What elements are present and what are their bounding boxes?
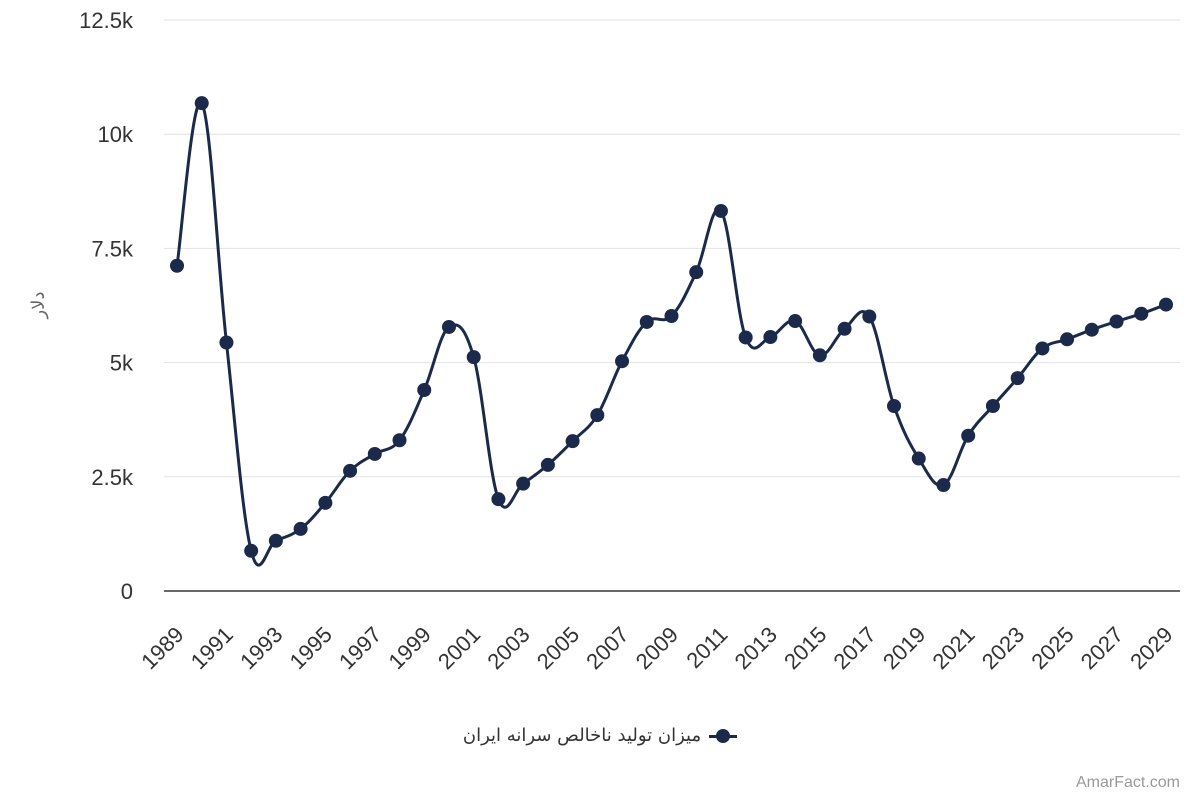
x-tick-label: 2003 [482,622,534,674]
data-point-2018[interactable]: 2018: 4050 [887,398,902,413]
data-point-2000[interactable]: 2000: 5780 [441,319,456,334]
y-tick-label: 10k [98,122,134,147]
data-point-2009[interactable]: 2009: 6020 [664,309,679,324]
data-point-2001[interactable]: 2001: 5120 [466,350,481,365]
x-tick-label: 1991 [186,622,238,674]
x-tick-label: 2007 [581,622,633,674]
x-tick-label: 2025 [1026,622,1078,674]
data-point-2011[interactable]: 2011: 8320 [713,203,728,218]
data-point-2014[interactable]: 2014: 5910 [788,314,803,329]
data-point-2019[interactable]: 2019: 2900 [911,451,926,466]
data-point-1992[interactable]: 1992: 880 [244,543,259,558]
x-tick-label: 2021 [927,622,979,674]
series-line-layer [175,101,1168,567]
x-tick-label: 1995 [285,622,337,674]
legend: میزان تولید ناخالص سرانه ایران [0,725,1200,746]
data-point-2012[interactable]: 2012: 5550 [738,330,753,345]
x-axis-tick-labels: 1989199119931995199719992001200320052007… [136,622,1177,674]
x-tick-label: 1997 [334,622,386,674]
y-tick-label: 12.5k [79,8,134,33]
data-point-2015[interactable]: 2015: 5160 [812,348,827,363]
data-point-1995[interactable]: 1995: 1930 [318,495,333,510]
data-point-2003[interactable]: 2003: 2350 [516,476,531,491]
y-tick-label: 2.5k [91,465,134,490]
x-tick-label: 2019 [878,622,930,674]
data-point-1996[interactable]: 1996: 2630 [343,463,358,478]
source-credit: AmarFact.com [1075,774,1180,791]
data-point-2028[interactable]: 2028: 6070 [1134,306,1149,321]
legend-label: میزان تولید ناخالص سرانه ایران [462,725,702,746]
y-tick-label: 7.5k [91,236,134,261]
data-point-1999[interactable]: 1999: 4400 [417,383,432,398]
x-tick-label: 2011 [681,622,732,673]
data-point-2029[interactable]: 2029: 6270 [1159,297,1173,312]
data-point-1997[interactable]: 1997: 3000 [367,446,382,461]
data-point-2013[interactable]: 2013: 5560 [763,330,778,345]
x-tick-label: 1999 [383,622,435,674]
data-point-2022[interactable]: 2022: 4050 [985,398,1000,413]
data-point-2021[interactable]: 2021: 3400 [961,428,976,443]
y-tick-label: 5k [110,351,134,376]
x-tick-label: 1993 [235,622,287,674]
legend-item-gdp-per-capita[interactable]: میزان تولید ناخالص سرانه ایران [462,725,738,746]
data-point-2026[interactable]: 2026: 5720 [1084,322,1099,337]
x-tick-label: 2013 [730,622,782,674]
data-point-1989[interactable]: 1989: 7120 [170,258,184,273]
y-axis-tick-labels: 0 2.5k 5k 7.5k 10k 12.5k [79,8,134,604]
legend-marker-icon [709,728,738,743]
data-point-2016[interactable]: 2016: 5740 [837,321,852,336]
y-axis-title: دلار [28,292,49,320]
y-tick-label: 0 [121,579,133,604]
data-point-2002[interactable]: 2002: 2010 [491,492,506,507]
data-point-2024[interactable]: 2024: 5310 [1035,341,1050,356]
data-point-2006[interactable]: 2006: 3850 [590,408,605,423]
data-point-1993[interactable]: 1993: 1100 [268,533,283,548]
data-point-2023[interactable]: 2023: 4660 [1010,371,1025,386]
data-point-2008[interactable]: 2008: 5890 [639,314,654,329]
x-tick-label: 2027 [1076,622,1128,674]
data-point-1990[interactable]: 1990: 10680 [194,96,209,111]
x-tick-label: 2009 [631,622,683,674]
series-line [175,101,1168,567]
grid-lines [164,19,1180,592]
x-tick-label: 2001 [433,622,485,674]
x-tick-label: 2015 [779,622,831,674]
data-point-1994[interactable]: 1994: 1360 [293,521,308,536]
data-point-1991[interactable]: 1991: 5440 [219,335,234,350]
x-tick-label: 2005 [532,622,584,674]
x-tick-label: 2017 [829,622,881,674]
data-point-2027[interactable]: 2027: 5900 [1109,314,1124,329]
data-point-2004[interactable]: 2004: 2760 [540,457,555,472]
data-point-2017[interactable]: 2017: 6010 [862,309,877,324]
x-tick-label: 1989 [136,622,188,674]
data-point-2007[interactable]: 2007: 5030 [615,354,630,369]
data-point-2025[interactable]: 2025: 5510 [1060,332,1075,347]
x-tick-label: 2029 [1125,622,1177,674]
data-point-2005[interactable]: 2005: 3280 [565,434,580,449]
data-point-1998[interactable]: 1998: 3300 [392,433,407,448]
data-point-2010[interactable]: 2010: 6980 [689,265,704,280]
x-tick-label: 2023 [977,622,1029,674]
data-points-layer: 1989: 7120 1990: 10680 1991: 5440 1992: 880… [170,96,1173,558]
